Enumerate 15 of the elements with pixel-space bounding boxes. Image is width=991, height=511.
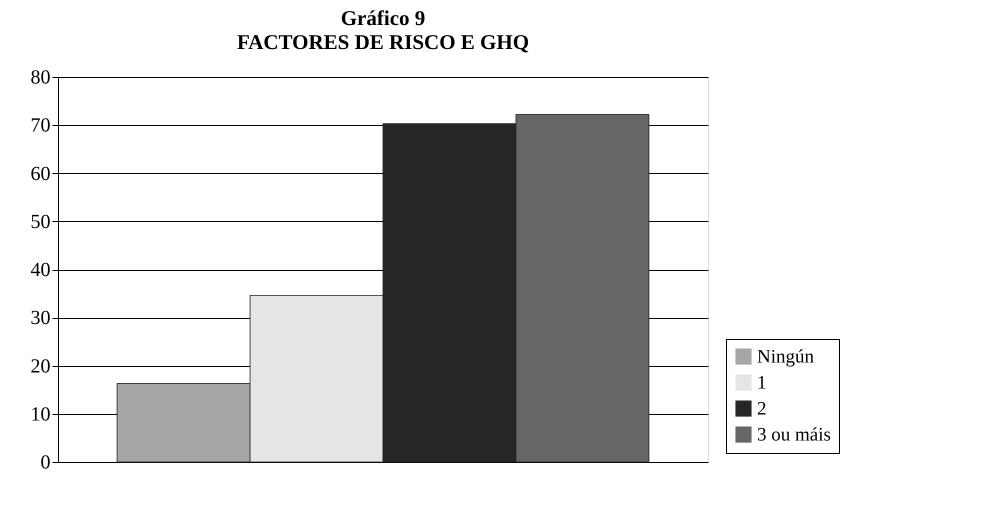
y-tick-label: 60 xyxy=(30,162,50,185)
legend-label: 2 xyxy=(757,398,766,420)
chart-title: Gráfico 9 xyxy=(340,6,426,30)
legend-label: 3 ou máis xyxy=(757,424,831,446)
legend-label: 1 xyxy=(757,372,766,394)
y-tick-label: 20 xyxy=(30,355,50,378)
y-tick-label: 30 xyxy=(30,307,50,330)
chart-subtitle: FACTORES DE RISCO E GHQ xyxy=(236,30,530,54)
legend-label: Ningún xyxy=(757,346,814,368)
y-tick-label: 80 xyxy=(30,66,50,88)
y-tick-label: 40 xyxy=(30,259,50,281)
y-tick-label: 10 xyxy=(30,403,50,426)
y-tick-label: 70 xyxy=(30,114,50,137)
y-tick-label: 0 xyxy=(40,452,50,474)
y-tick-label: 50 xyxy=(30,210,50,233)
